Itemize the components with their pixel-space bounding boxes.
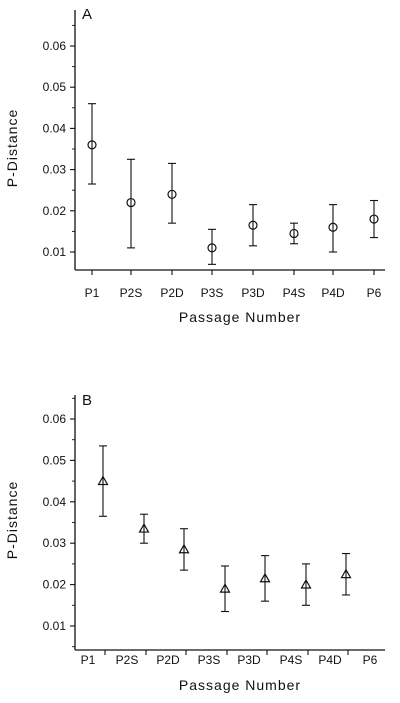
data-point-circle	[126, 197, 136, 208]
chart-panel-b: 0.01 0.02 0.03 0.04 0.05 0.06 P1 P2S P2D P3S P3D P4…	[4, 392, 385, 693]
x-tick-label: P1	[81, 653, 96, 667]
x-tick-label: P3S	[198, 653, 221, 667]
data-point-circle	[328, 222, 338, 232]
x-axis-title: Passage Number	[179, 309, 301, 325]
y-tick-label: 0.06	[43, 39, 67, 53]
data-point-triangle	[97, 475, 109, 486]
data-point-triangle	[340, 568, 352, 579]
y-axis-title: P-Distance	[4, 109, 20, 187]
x-tick-label: P4D	[321, 286, 345, 300]
x-tick-label: P1	[85, 286, 100, 300]
x-tick-label: P3D	[237, 653, 261, 667]
y-tick-label: 0.04	[43, 121, 67, 135]
y-tick-label: 0.01	[43, 619, 67, 633]
x-tick-label: P2S	[116, 653, 139, 667]
data-point-triangle	[300, 578, 312, 589]
x-tick-label: P2D	[156, 653, 180, 667]
y-tick-label: 0.06	[43, 412, 67, 426]
data-point-circle	[207, 243, 217, 253]
x-tick-label: P2D	[160, 286, 184, 300]
y-tick-label: 0.04	[43, 495, 67, 509]
data-point-circle	[248, 220, 258, 230]
y-tick-label: 0.03	[43, 163, 67, 177]
y-tick-label: 0.01	[43, 245, 67, 259]
y-axis-title: P-Distance	[4, 481, 20, 559]
x-tick-label: P2S	[120, 286, 143, 300]
y-tick-label: 0.02	[43, 578, 67, 592]
data-point-circle	[87, 140, 97, 150]
y-tick-label: 0.02	[43, 204, 67, 218]
x-tick-label: P3S	[201, 286, 224, 300]
data-point-triangle	[259, 572, 271, 583]
panel-label: A	[82, 6, 92, 23]
data-point-circle	[369, 214, 379, 224]
y-tick-label: 0.05	[43, 453, 67, 467]
chart-panel-a: 0.01 0.02 0.03 0.04 0.05 0.06 P1 P2S P2D P3S P3D P4…	[4, 6, 385, 325]
x-axis-title: Passage Number	[179, 677, 301, 693]
x-tick-label: P3D	[241, 286, 265, 300]
data-point-triangle	[178, 543, 190, 554]
data-point-triangle	[138, 523, 150, 533]
data-point-triangle	[219, 583, 231, 593]
panel-label: B	[82, 392, 92, 409]
x-tick-label: P4D	[318, 653, 342, 667]
x-tick-label: P6	[363, 653, 378, 667]
y-tick-label: 0.05	[43, 80, 67, 94]
x-tick-label: P4S	[283, 286, 306, 300]
data-point-circle	[167, 189, 177, 199]
data-point-circle	[289, 228, 299, 239]
x-tick-label: P6	[367, 286, 382, 300]
x-tick-label: P4S	[280, 653, 303, 667]
y-tick-label: 0.03	[43, 536, 67, 550]
